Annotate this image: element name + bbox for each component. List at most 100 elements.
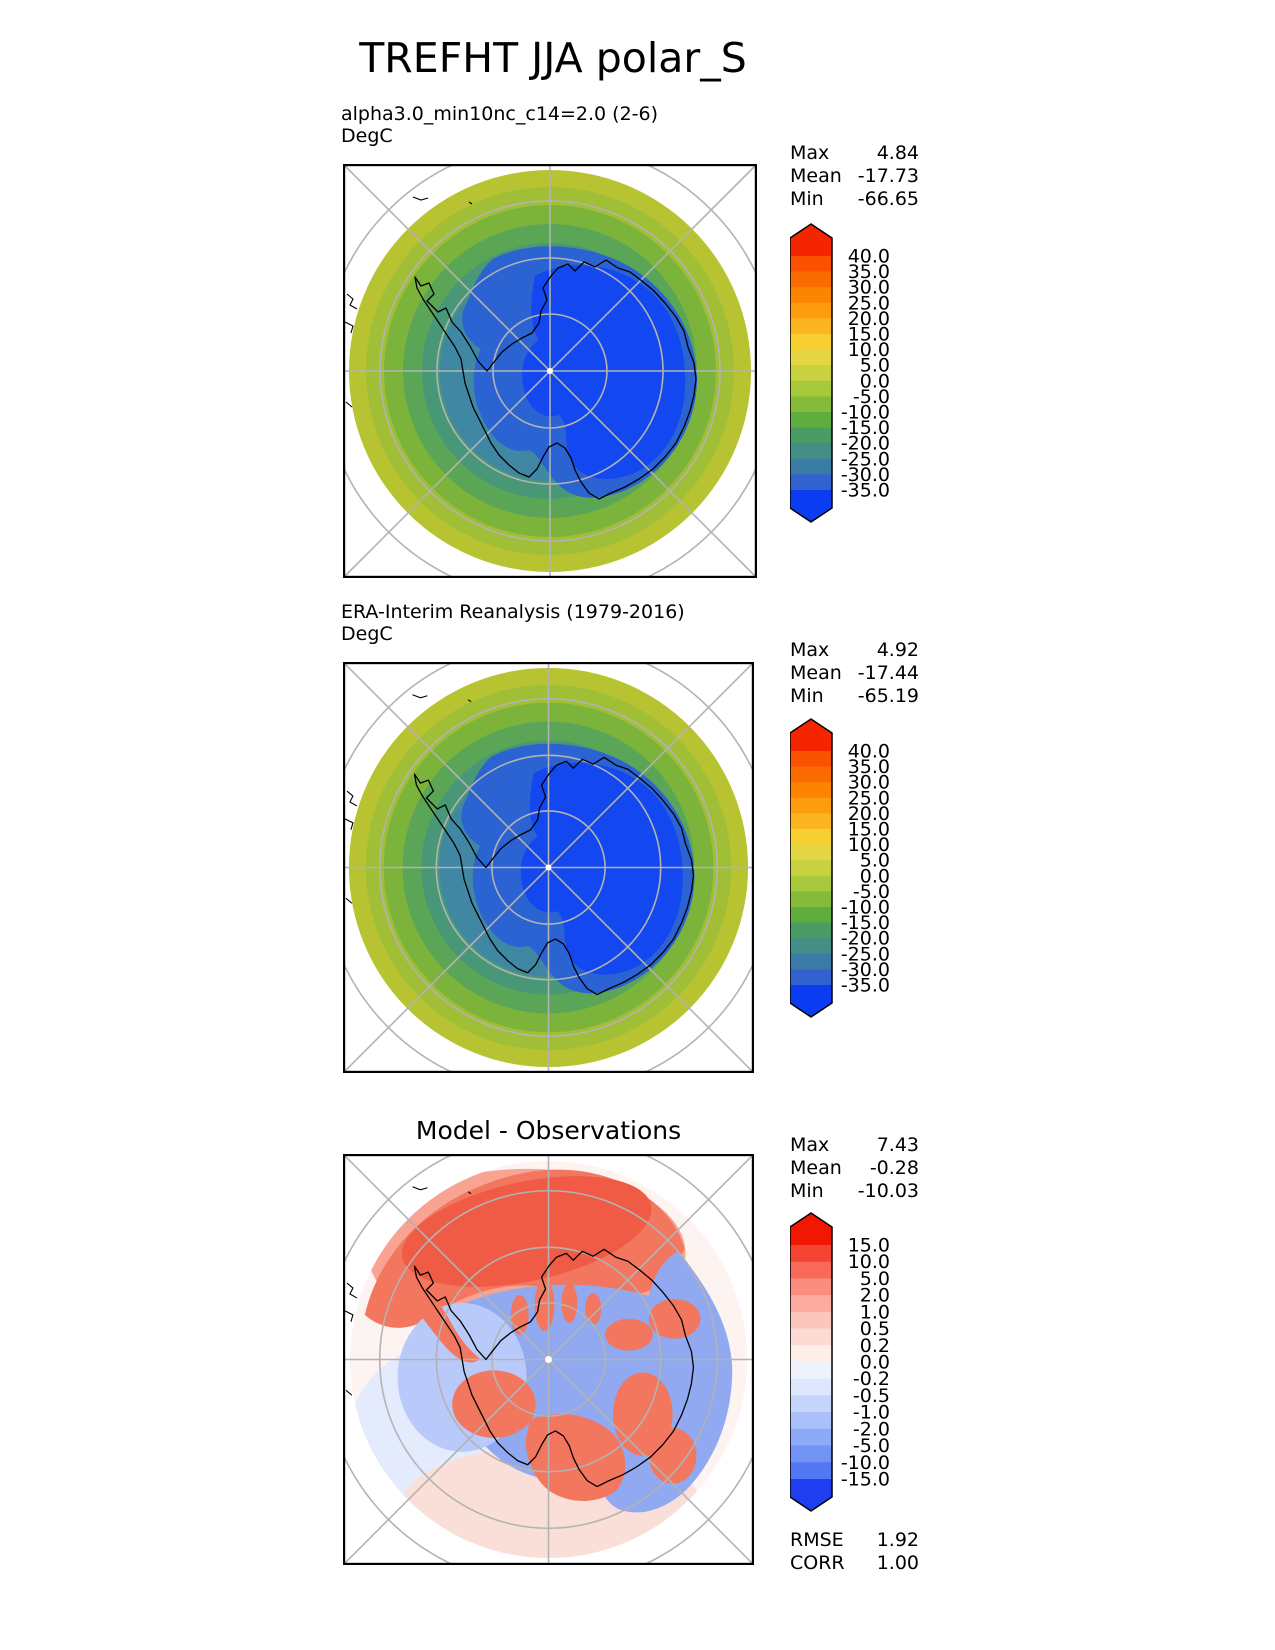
colorbar-band [790,427,832,444]
colorbar-tick-label: 0.0 [860,1352,890,1374]
panel1-label: alpha3.0_min10nc_c14=2.0 (2-6) DegC [341,103,658,147]
colorbar-tick-label: -10.0 [841,1452,890,1474]
warm-streak2 [534,1279,555,1331]
colorbar-band [790,922,832,939]
colorbar-tick-label: -35.0 [841,975,890,997]
stat-row: Min -10.03 [790,1180,919,1203]
island-outline [345,1389,353,1396]
stat-name: Min [790,1180,824,1202]
island-outline [346,293,358,310]
colorbar-band [790,1378,832,1396]
stat-row: Max 4.84 [790,142,919,165]
pole-marker [545,1356,552,1363]
colorbar-band [790,1462,832,1480]
island-outline [346,1282,358,1299]
colorbar-tick-label: -1.0 [853,1402,890,1424]
colorbar-band [790,1278,832,1296]
colorbar-band [790,907,832,924]
colorbar-tick-label: 15.0 [848,819,890,841]
panel2-run-name: ERA-Interim Reanalysis (1979-2016) [341,601,685,623]
colorbar-band [790,1328,832,1346]
island-outline [344,818,354,830]
colorbar-tick-label: -20.0 [841,928,890,950]
colorbar-tick-label: -15.0 [841,1469,890,1491]
colorbar-band [790,1362,832,1380]
colorbar-band [790,365,832,382]
map-difference [343,1154,754,1565]
colorbar-band [790,1345,832,1363]
colorbar-band [790,1295,832,1313]
stat-value: -17.73 [857,165,919,187]
colorbar-tick-label: -30.0 [841,959,890,981]
colorbar-over-arrow [790,224,832,256]
colorbar-tick-label: 15.0 [848,324,890,346]
colorbar-band [790,318,832,335]
colorbar-band [790,1261,832,1279]
map-frame [343,164,757,578]
stat-value: -65.19 [857,685,919,707]
colorbar-band [790,969,832,986]
stat-name: Mean [790,165,842,187]
colorbar-tick-label: 40.0 [848,741,890,763]
panel2-stats: Max 4.92 Mean -17.44 Min -65.19 [790,639,919,708]
colorbar-band [790,860,832,877]
colorbar-tick-label: -35.0 [841,480,890,502]
panel3-skill-stats: RMSE 1.92 CORR 1.00 [790,1529,919,1575]
colorbar-tick-label: 0.5 [860,1318,890,1340]
colorbar-band [790,844,832,861]
stat-name: Max [790,639,830,661]
colorbar-tick-label: 15.0 [848,1235,890,1257]
island-outline [412,694,428,699]
island-outline [345,401,353,408]
figure-title: TREFHT JJA polar_S [359,34,747,82]
warm-patch-ellsworth [452,1370,536,1438]
colorbar-outline [790,1212,833,1512]
colorbar-over-arrow [790,719,832,751]
antarctica-coastline [414,259,697,500]
colorbar-band [790,875,832,892]
map-frame [343,1154,754,1565]
colorbar-tick-label: 10.0 [848,1251,890,1273]
stat-value: -66.65 [857,188,919,210]
warm-patch-east2 [648,1428,697,1484]
colorbar-tick-label: -5.0 [853,1435,890,1457]
colorbar-band [790,443,832,460]
colorbar-tick-label: -0.2 [853,1368,890,1390]
colorbar-tick-label: 0.0 [860,370,890,392]
colorbar-over-arrow [790,1213,832,1245]
colorbar-tick-label: 0.2 [860,1335,890,1357]
colorbar-band [790,1245,832,1263]
colorbar-band [790,287,832,304]
panel1-run-name: alpha3.0_min10nc_c14=2.0 (2-6) [341,103,659,125]
colorbar-under-arrow [790,1479,832,1511]
colorbar-band [790,271,832,288]
stat-name: Max [790,1134,830,1156]
stat-name: Mean [790,662,842,684]
colorbar-under-arrow [790,985,832,1017]
colorbar-band [790,1395,832,1413]
panel1-stats: Max 4.84 Mean -17.73 Min -66.65 [790,142,919,211]
colorbar-band [790,349,832,366]
antarctica-coastline [413,756,695,996]
stat-row: Min -66.65 [790,188,919,211]
coldest-region [520,762,683,975]
colorbar-band [790,1311,832,1330]
colorbar-band [790,938,832,955]
colorbar-band [790,953,832,970]
island-outline [346,790,358,807]
warm-patch-peninsula [392,1265,480,1363]
colorbar-band [790,829,832,846]
island-outline [344,1310,354,1322]
stat-name: Mean [790,1157,842,1179]
colorbar-band [790,751,832,768]
stat-value: -17.44 [857,662,919,684]
colorbar-band [790,458,832,475]
colorbar-tick-label: -15.0 [841,417,890,439]
colorbar-tick-label: 25.0 [848,292,890,314]
warm-bias-core [401,1176,652,1287]
island-outline [345,897,353,904]
stat-value: 1.00 [876,1552,919,1574]
pole-marker [545,864,552,871]
colorbar-tick-label: -5.0 [853,881,890,903]
